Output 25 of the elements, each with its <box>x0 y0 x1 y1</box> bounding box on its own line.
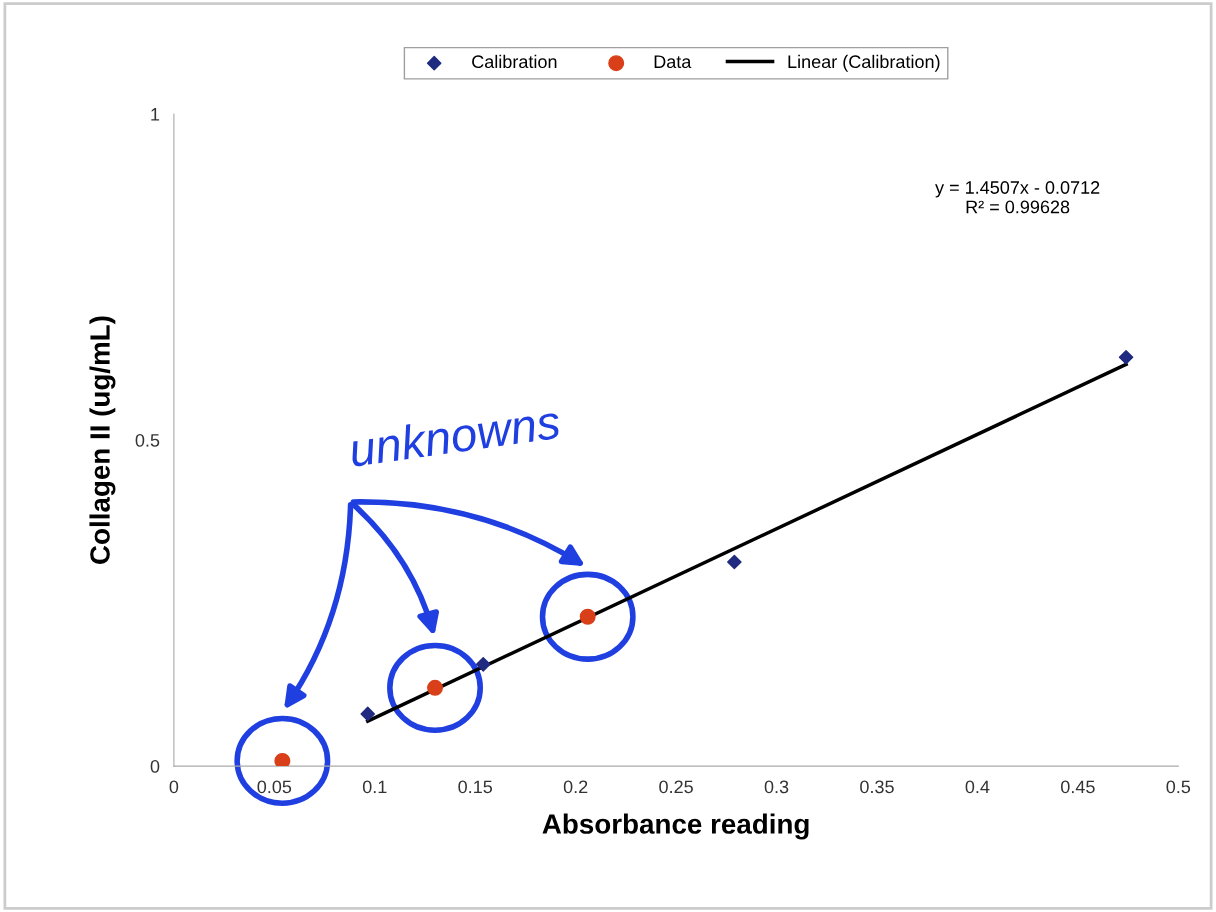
x-tick-label: 0.5 <box>1166 780 1191 794</box>
x-tick-label: 0.35 <box>860 780 894 794</box>
point <box>727 554 742 570</box>
x-tick-label: 0.25 <box>659 780 693 794</box>
annotation: y = 1.4507x - 0.0712 R² = 0.99628 <box>935 181 1100 214</box>
legend-label: Calibration <box>472 54 557 69</box>
x-tick-label: 0 <box>169 780 179 794</box>
y-tick-label: 0 <box>150 760 160 773</box>
x-axis-title: Absorbance reading <box>542 813 809 840</box>
legend-label: Linear (Calibration) <box>788 54 940 72</box>
x-tick-label: 0.15 <box>458 780 493 794</box>
annotation: unknowns <box>348 403 562 468</box>
y-tick-label: 0.5 <box>135 433 160 447</box>
x-tick-label: 0.2 <box>563 780 588 794</box>
point <box>475 657 491 672</box>
x-tick-label: 0.4 <box>965 780 990 794</box>
x-tick-label: 0.1 <box>362 780 387 794</box>
y-axis-title: Collagen II (ug/mL) <box>89 316 116 564</box>
point <box>360 706 376 722</box>
x-tick-label: 0.45 <box>1061 780 1095 794</box>
y-tick-label: 1 <box>151 108 160 121</box>
legend-label: Data <box>654 55 692 69</box>
point <box>1118 349 1134 365</box>
x-tick-label: 0.3 <box>764 780 789 794</box>
x-tick-label: 0.05 <box>257 780 292 794</box>
